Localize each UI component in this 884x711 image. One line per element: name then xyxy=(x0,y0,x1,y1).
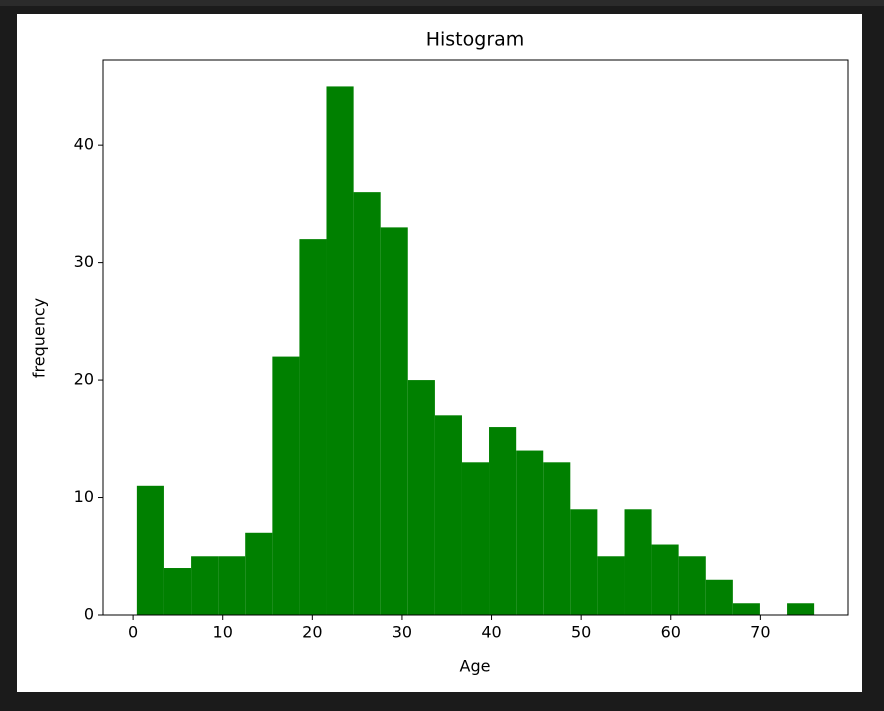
bar xyxy=(516,450,544,615)
bar xyxy=(245,532,273,615)
bar xyxy=(461,462,490,615)
x-tick-label: 60 xyxy=(661,623,681,642)
y-tick-label: 20 xyxy=(74,370,94,389)
x-tick-label: 40 xyxy=(481,623,501,642)
bar xyxy=(678,556,706,615)
bar xyxy=(380,227,408,615)
bar xyxy=(732,603,760,615)
x-tick-label: 30 xyxy=(392,623,412,642)
bar xyxy=(218,556,246,615)
bar xyxy=(489,427,517,615)
bar xyxy=(136,485,164,615)
bar xyxy=(407,380,435,615)
axes-frame xyxy=(102,59,849,616)
x-tick-label: 0 xyxy=(128,623,138,642)
x-tick-label: 50 xyxy=(571,623,591,642)
y-axis-label: frequency xyxy=(30,298,49,378)
plot: 0 10 20 30 40 50 60 70 0 10 20 30 40 xyxy=(74,59,849,642)
bar xyxy=(597,556,625,615)
bar xyxy=(651,544,679,615)
bar xyxy=(326,86,354,615)
bar xyxy=(570,509,598,615)
bar xyxy=(543,462,571,615)
bar xyxy=(299,239,327,615)
x-axis-label: Age xyxy=(460,657,491,676)
x-tick-label: 20 xyxy=(302,623,322,642)
bar xyxy=(434,415,462,615)
bar xyxy=(787,603,815,615)
y-tick-label: 0 xyxy=(84,605,94,624)
x-tick-label: 70 xyxy=(750,623,770,642)
chart-title: Histogram xyxy=(426,29,525,51)
bar xyxy=(163,568,192,615)
bar xyxy=(705,579,733,615)
bar xyxy=(353,192,381,615)
bar xyxy=(624,509,652,615)
x-tick-label: 10 xyxy=(213,623,233,642)
y-tick-label: 10 xyxy=(74,487,94,506)
y-tick-label: 30 xyxy=(74,252,94,271)
bar xyxy=(191,556,219,615)
top-strip xyxy=(0,0,884,6)
bar xyxy=(272,356,300,615)
y-tick-label: 40 xyxy=(74,135,94,154)
